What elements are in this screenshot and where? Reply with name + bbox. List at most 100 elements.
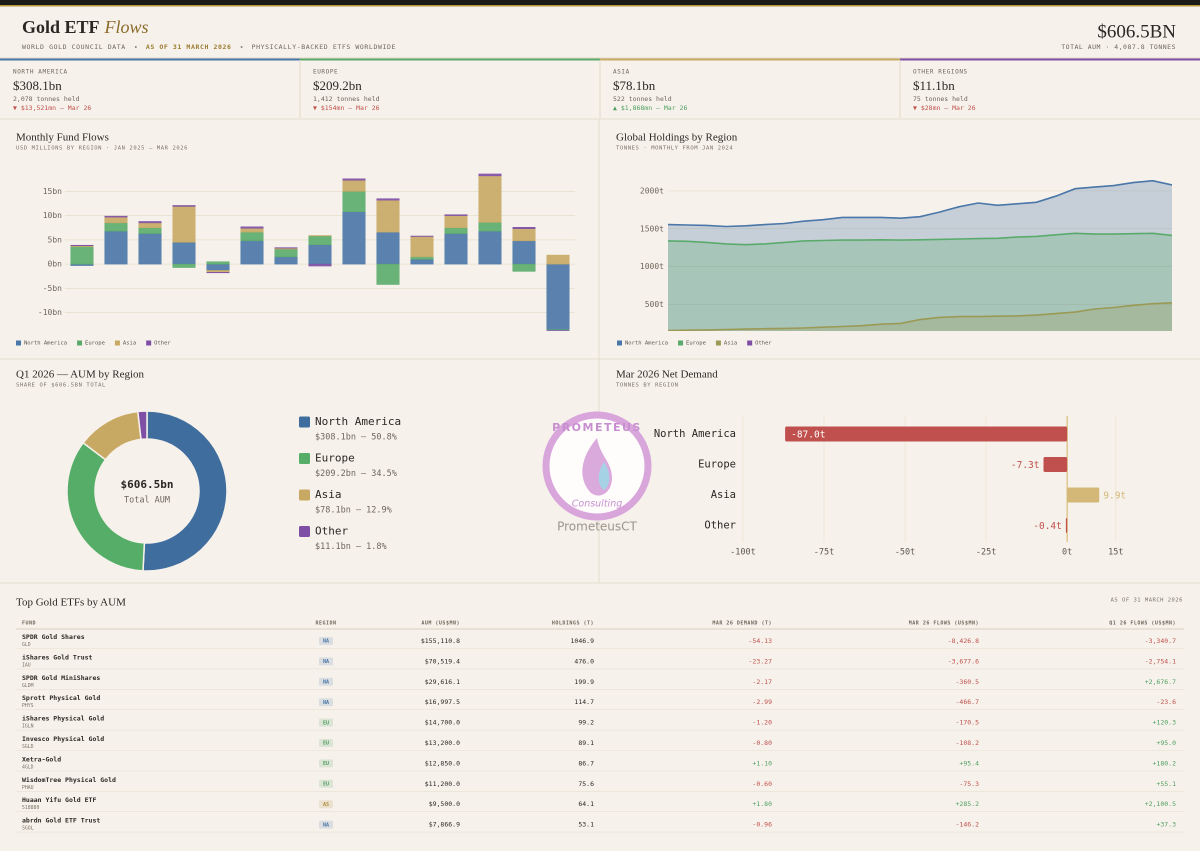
cell: 199.9 [574,678,594,686]
cell: +2,676.7 [1145,678,1176,686]
bar [138,233,162,265]
bar [138,221,162,224]
cell: +2,100.5 [1145,800,1176,808]
watermark-title: PROMETEUS [552,421,642,434]
value-label: -7.3t [1011,460,1040,471]
bar [512,228,536,242]
y-tick-label: 10bn [43,211,62,220]
y-tick-label: 15bn [43,187,62,196]
cell: 64.1 [578,800,594,808]
legend-swatch [617,340,622,346]
region-label: EU [323,741,329,747]
subtitle-part: WORLD GOLD COUNCIL DATA [22,43,126,51]
card-accent [300,58,600,61]
area [668,233,1172,331]
region-label: NA [323,700,329,706]
legend-swatch [299,526,310,537]
cell: +1.80 [752,800,772,808]
bar [512,227,536,229]
bar [274,248,298,258]
fund-name: Sprott Physical Gold [22,694,100,702]
cell: -0.60 [752,780,772,788]
ticker: GLD [22,642,31,648]
watermark-subtitle: Consulting [572,499,623,510]
ticker: SGOL [22,826,34,832]
bar [478,173,502,177]
donut-center-label: Total AUM [124,496,170,506]
cell: $14,700.0 [425,719,460,727]
ticker: PHYS [22,703,34,709]
cell: 1046.9 [571,637,595,645]
bar [308,244,332,265]
y-tick-label: 1000t [640,262,664,271]
watermark-caption: PrometeusCT [557,520,637,534]
legend-swatch [146,340,152,346]
legend-value: $78.1bn — 12.9% [315,506,392,516]
card-holdings: 2,078 tonnes held [13,95,80,103]
bar [308,263,332,267]
legend-label: Other [154,341,171,347]
fund-name: iShares Physical Gold [22,715,104,723]
card-change: ▼ $154mn — Mar 26 [313,104,380,112]
x-tick-label: -100t [730,548,756,558]
title: Gold ETF [22,17,100,37]
chart-subtitle: TONNES · MONTHLY FROM JAN 2024 [616,146,733,152]
fund-name: Xetra-Gold [22,755,61,763]
cell: +120.3 [1153,719,1177,727]
bar [138,227,162,234]
legend-label: Europe [686,341,706,347]
cell: -75.3 [959,780,979,788]
ticker: IGLN [22,724,34,730]
bar [104,222,128,232]
region-label: NA [323,639,329,645]
separator-dot [134,46,137,48]
separator-dot [240,46,243,48]
fund-name: SPDR Gold MiniShares [22,674,100,682]
bar [410,259,434,265]
column-header: MAR 26 FLOWS (US$MN) [909,621,979,627]
bar [206,270,230,273]
card-holdings: 1,412 tonnes held [313,95,380,103]
legend-value: $11.1bn — 1.8% [315,542,387,552]
card-label: ASIA [613,69,630,76]
value-label: 9.9t [1103,491,1126,502]
bar [240,227,264,233]
region-label: AS [323,802,329,808]
bar [785,426,1068,442]
cell: -2.17 [752,678,772,686]
ticker: IAU [22,662,31,668]
bar [342,178,366,181]
ticker: 4GLD [22,764,34,770]
bar [512,240,536,265]
y-tick-label: Asia [711,489,736,501]
area-line [668,179,1172,228]
region-badge [319,800,333,809]
x-tick-label: -50t [895,548,915,558]
bar [478,222,502,232]
fund-name: WisdomTree Physical Gold [22,776,116,784]
bar [104,216,128,224]
card-accent [900,58,1200,61]
cell: 476.0 [574,657,594,665]
bar [104,215,128,218]
legend-label: Other [315,525,348,538]
y-tick-label: 0bn [48,260,63,269]
bar [172,242,196,265]
title-accent: Flows [104,17,149,37]
cell: -3,677.6 [948,657,979,665]
cell: -1.20 [752,719,772,727]
column-header: FUND [22,621,36,627]
card-value: $308.1bn [13,78,62,93]
cell: +1.10 [752,759,772,767]
cell: 99.2 [578,719,594,727]
cell: -146.2 [956,821,980,829]
cell: $16,997.5 [425,698,460,706]
region-label: EU [323,782,329,788]
chart-subtitle: SHARE OF $606.5BN TOTAL [16,383,106,389]
cell: 75.6 [578,780,594,788]
cell: 86.7 [578,759,594,767]
legend-label: Asia [123,341,136,347]
bar [104,230,128,265]
